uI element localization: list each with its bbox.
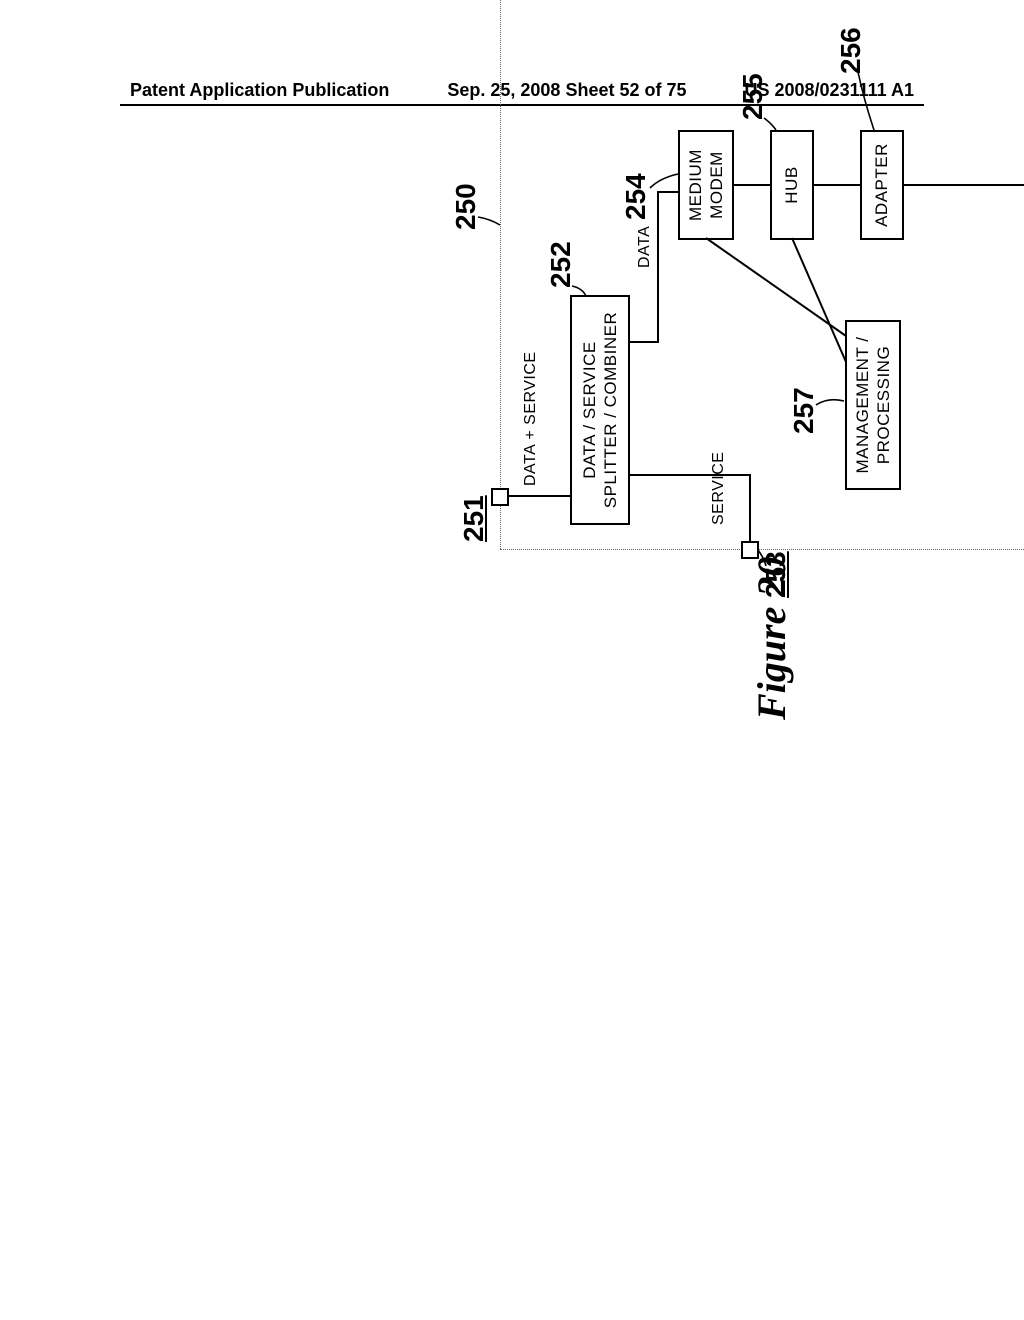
label-service: SERVICE xyxy=(710,452,728,525)
wire-adapter-258 xyxy=(904,183,1024,187)
wire-hub-adapter xyxy=(814,183,860,187)
connector-251 xyxy=(491,488,509,506)
wire-service xyxy=(630,470,1010,550)
figure-caption: Figure 20 xyxy=(748,557,795,720)
lead-256 xyxy=(858,70,878,130)
wire-mgmt-modem xyxy=(706,236,848,336)
lead-250 xyxy=(478,185,508,225)
box-splitter-combiner: DATA / SERVICE SPLITTER / COMBINER xyxy=(570,295,630,525)
wire-mgmt-adapter xyxy=(900,236,940,350)
label-data: DATA xyxy=(636,226,654,268)
lead-255 xyxy=(764,106,784,130)
ref-256: 256 xyxy=(835,27,867,74)
wire-251-to-splitter xyxy=(509,494,571,498)
box-medium-modem: MEDIUM MODEM xyxy=(678,130,734,240)
box-management-processing: MANAGEMENT / PROCESSING xyxy=(845,320,901,490)
header-left: Patent Application Publication xyxy=(130,80,389,101)
ref-254: 254 xyxy=(620,173,652,220)
page: Patent Application Publication Sep. 25, … xyxy=(0,0,1024,1320)
ref-251: 251 xyxy=(458,495,490,542)
lead-257 xyxy=(816,381,846,405)
lead-254 xyxy=(650,164,680,188)
label-data-service: DATA + SERVICE xyxy=(522,351,540,486)
box-hub: HUB xyxy=(770,130,814,240)
block-diagram: 250 251 DATA + SERVICE DATA / SERVICE SP… xyxy=(460,0,1024,620)
box-adapter: ADAPTER xyxy=(860,130,904,240)
wire-modem-hub xyxy=(734,183,770,187)
lead-252 xyxy=(572,266,592,296)
